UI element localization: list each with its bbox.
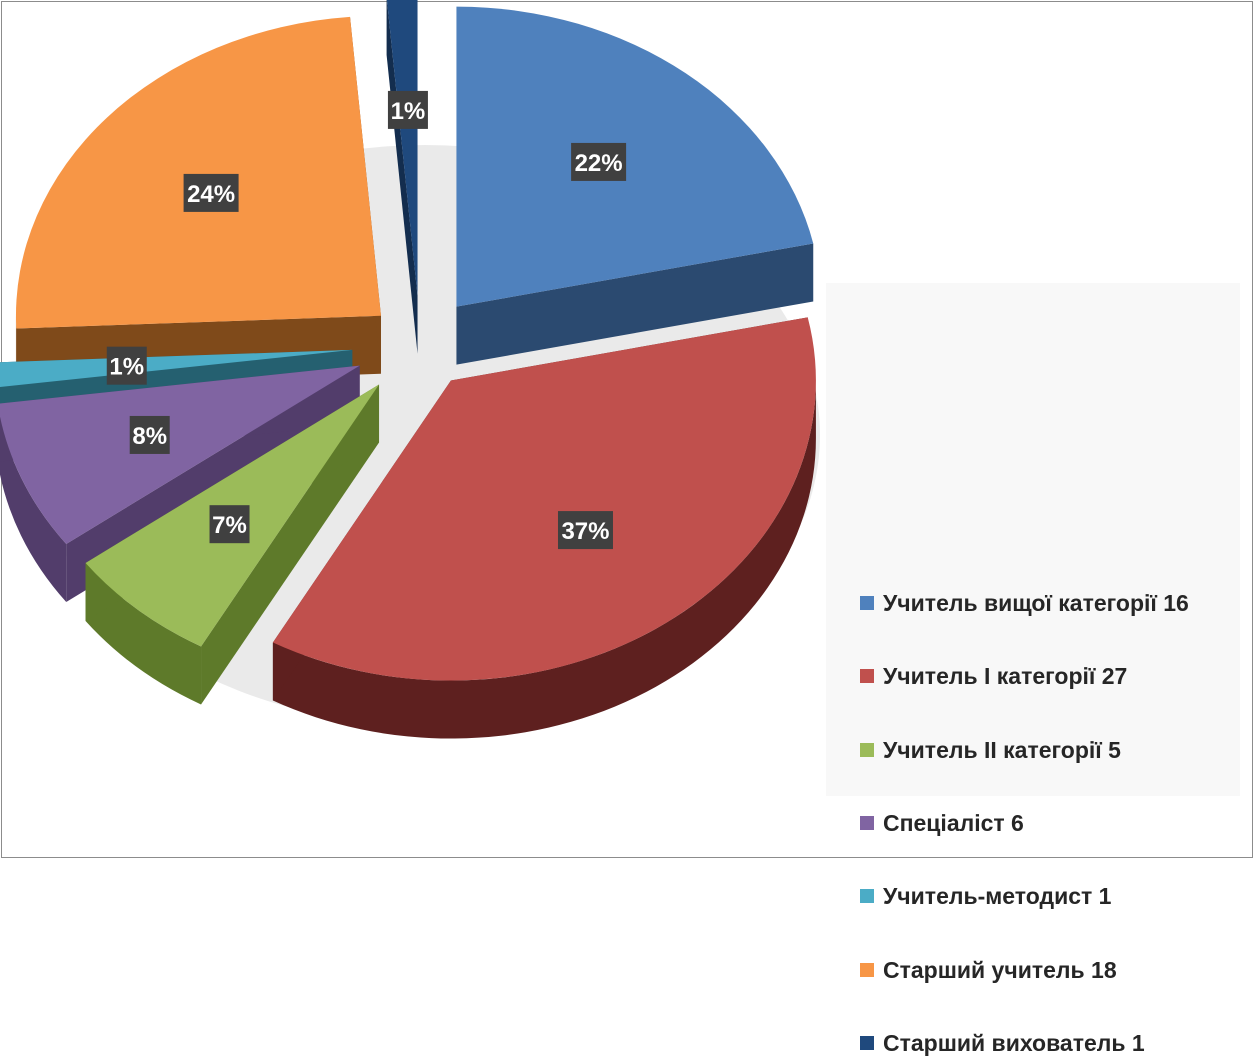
data-label: 1%	[107, 347, 147, 385]
legend-label: Учитель вищої категорії 16	[883, 590, 1189, 617]
legend-item: Учитель-методист 1	[860, 881, 1111, 911]
data-label-text: 1%	[391, 98, 426, 125]
legend-label: Учитель-методист 1	[883, 883, 1111, 910]
data-label-text: 22%	[575, 150, 623, 177]
legend-item: Старший учитель 18	[860, 955, 1117, 985]
legend-label: Старший вихователь 1	[883, 1030, 1145, 1057]
legend-swatch	[860, 963, 874, 977]
legend-swatch	[860, 669, 874, 683]
legend-swatch	[860, 816, 874, 830]
legend-item: Учитель ІІ категорії 5	[860, 735, 1121, 765]
data-label-text: 8%	[132, 423, 167, 450]
data-label-text: 1%	[109, 354, 144, 381]
legend-label: Спеціаліст 6	[883, 810, 1024, 837]
legend-item: Спеціаліст 6	[860, 808, 1024, 838]
legend-item: Учитель вищої категорії 16	[860, 588, 1189, 618]
legend-item: Старший вихователь 1	[860, 1028, 1145, 1058]
data-label-text: 24%	[187, 181, 235, 208]
data-label: 24%	[184, 174, 239, 212]
legend: Учитель вищої категорії 16 Учитель І кат…	[826, 283, 1240, 796]
legend-label: Старший учитель 18	[883, 957, 1117, 984]
data-label: 37%	[558, 511, 613, 549]
data-label-text: 7%	[212, 512, 247, 539]
data-label: 22%	[571, 143, 626, 181]
data-label: 8%	[130, 416, 170, 454]
legend-swatch	[860, 596, 874, 610]
pie-slice	[16, 17, 381, 329]
legend-label: Учитель І категорії 27	[883, 663, 1127, 690]
data-label-text: 37%	[561, 518, 609, 545]
legend-swatch	[860, 1036, 874, 1050]
legend-swatch	[860, 743, 874, 757]
data-label: 7%	[210, 505, 250, 543]
data-label: 1%	[388, 91, 428, 129]
legend-label: Учитель ІІ категорії 5	[883, 737, 1121, 764]
legend-item: Учитель І категорії 27	[860, 661, 1127, 691]
legend-swatch	[860, 889, 874, 903]
